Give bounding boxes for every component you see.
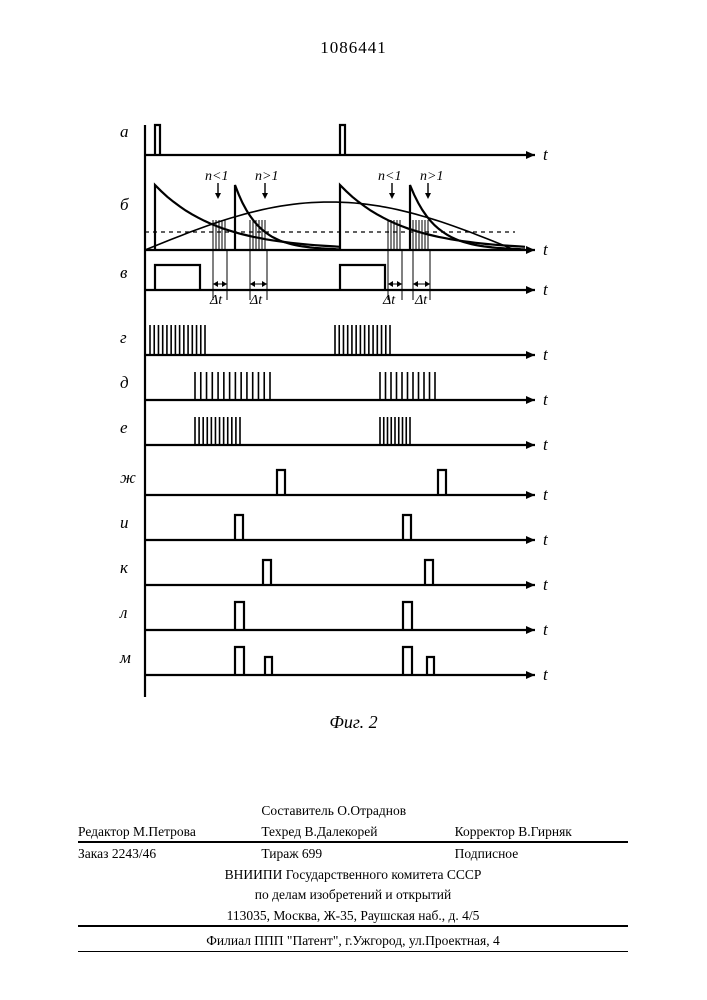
svg-text:n>1: n>1 xyxy=(255,169,278,184)
compiler-name: О.Отраднов xyxy=(337,803,406,818)
credits-block: Составитель О.Отраднов Редактор М.Петров… xyxy=(78,800,628,952)
editor-label: Редактор xyxy=(78,824,130,839)
svg-text:t: t xyxy=(543,240,549,259)
editor-name: М.Петрова xyxy=(133,824,196,839)
org-row1: ВНИИПИ Государственного комитета СССР xyxy=(78,864,628,885)
org-row2: по делам изобретений и открытий xyxy=(78,884,628,905)
svg-text:Δt: Δt xyxy=(414,293,428,308)
svg-text:t: t xyxy=(543,280,549,299)
svg-text:t: t xyxy=(543,665,549,684)
svg-text:л: л xyxy=(119,603,127,622)
org-line1: ВНИИПИ Государственного комитета СССР xyxy=(78,867,628,883)
svg-text:м: м xyxy=(119,648,131,667)
tirage-num: 699 xyxy=(302,846,322,861)
svg-text:ж: ж xyxy=(120,468,136,487)
order-num: 2243/46 xyxy=(112,846,156,861)
svg-text:Δt: Δt xyxy=(209,293,223,308)
svg-text:е: е xyxy=(120,418,128,437)
svg-text:к: к xyxy=(120,558,129,577)
svg-text:t: t xyxy=(543,530,549,549)
corrector-label: Корректор xyxy=(455,824,515,839)
svg-text:t: t xyxy=(543,620,549,639)
tech-name: В.Далекорей xyxy=(304,824,377,839)
filial: Филиал ППП "Патент", г.Ужгород, ул.Проек… xyxy=(78,933,628,949)
page-number: 1086441 xyxy=(0,38,707,58)
filial-row: Филиал ППП "Патент", г.Ужгород, ул.Проек… xyxy=(78,926,628,952)
subscription: Подписное xyxy=(455,846,519,861)
svg-text:г: г xyxy=(120,328,127,347)
svg-text:n>1: n>1 xyxy=(420,169,443,184)
compiler-label: Составитель xyxy=(261,803,334,818)
svg-text:и: и xyxy=(120,513,129,532)
order-label: Заказ xyxy=(78,846,108,861)
address-row: 113035, Москва, Ж-35, Раушская наб., д. … xyxy=(78,905,628,927)
svg-text:а: а xyxy=(120,122,129,141)
org-line2: по делам изобретений и открытий xyxy=(78,887,628,903)
order-row: Заказ 2243/46 Тираж 699 Подписное xyxy=(78,842,628,864)
svg-text:Δt: Δt xyxy=(249,293,263,308)
svg-text:t: t xyxy=(543,390,549,409)
svg-text:б: б xyxy=(120,195,129,214)
svg-text:t: t xyxy=(543,575,549,594)
compiler-row: Составитель О.Отраднов xyxy=(78,800,628,821)
staff-row: Редактор М.Петрова Техред В.Далекорей Ко… xyxy=(78,821,628,843)
svg-text:n<1: n<1 xyxy=(378,169,401,184)
corrector-name: В.Гирняк xyxy=(518,824,572,839)
address: 113035, Москва, Ж-35, Раушская наб., д. … xyxy=(78,908,628,924)
svg-text:t: t xyxy=(543,345,549,364)
tirage-label: Тираж xyxy=(261,846,298,861)
svg-text:Δt: Δt xyxy=(382,293,396,308)
timing-diagram: t а t б t в t г t д t е t ж t и t к t л t м n<1 n>1 n<1 n>1 Δt Δt Δt… xyxy=(95,115,575,705)
figure-label: Фиг. 2 xyxy=(0,712,707,733)
tech-label: Техред xyxy=(261,824,301,839)
svg-text:t: t xyxy=(543,435,549,454)
svg-text:в: в xyxy=(120,263,128,282)
svg-text:t: t xyxy=(543,145,549,164)
svg-text:д: д xyxy=(120,373,129,392)
svg-text:t: t xyxy=(543,485,549,504)
svg-text:n<1: n<1 xyxy=(205,169,228,184)
